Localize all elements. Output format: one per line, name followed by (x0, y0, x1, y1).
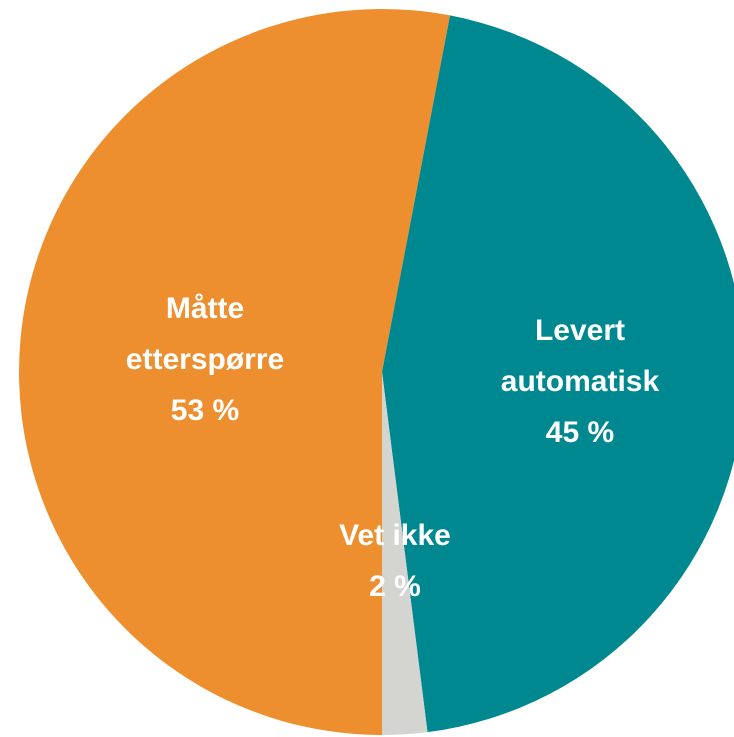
slice-label: Måtte etterspørre 53 % (105, 283, 305, 436)
slice-label: Vet ikke 2 % (285, 510, 505, 612)
value-label: 45 % (545, 416, 615, 449)
pie-slice (382, 372, 428, 735)
pie-slice (19, 8, 451, 735)
category-label: Levert automatisk (500, 314, 660, 398)
category-label: Måtte etterspørre (125, 292, 285, 376)
slice-label: Levert automatisk 45 % (480, 305, 680, 458)
category-label: Vet ikke (339, 519, 451, 552)
value-label: 2 % (369, 570, 421, 603)
value-label: 53 % (170, 394, 240, 427)
pie-slice (382, 15, 734, 733)
